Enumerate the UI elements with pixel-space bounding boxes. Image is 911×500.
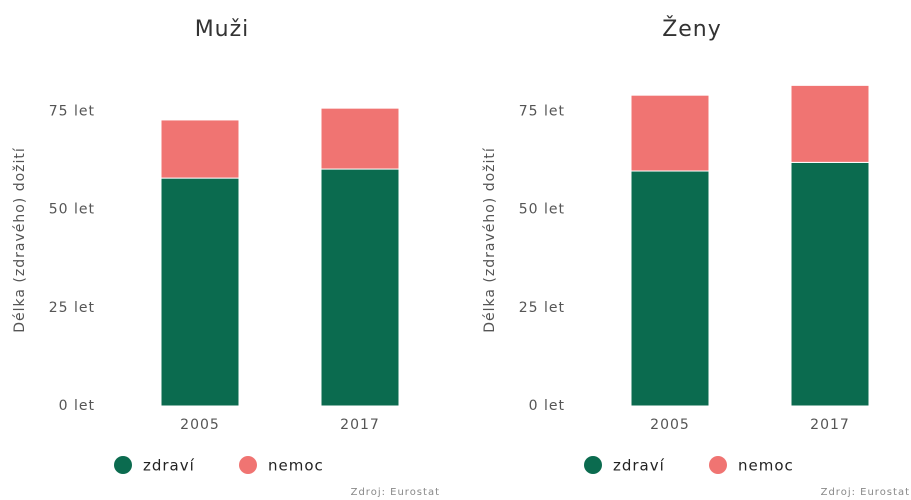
legend-marker (584, 456, 602, 474)
bar-segment (320, 168, 400, 407)
y-tick-label: 0 let (59, 398, 95, 414)
legend-label: zdraví (613, 457, 665, 475)
legend-marker (709, 456, 727, 474)
source: Zdroj: Eurostat (351, 487, 440, 498)
y-tick-label: 50 let (49, 202, 95, 218)
y-tick-label: 25 let (49, 300, 95, 316)
legend-marker (114, 456, 132, 474)
y-axis-label: Délka (zdravého) dožití (482, 147, 498, 333)
bar-segment (630, 94, 710, 172)
x-tick-label: 2005 (650, 417, 690, 433)
y-tick-label: 0 let (529, 398, 565, 414)
chart-title: Muži (195, 17, 250, 42)
y-tick-label: 25 let (519, 300, 565, 316)
bar-segment (790, 84, 870, 163)
bar-segment (160, 119, 240, 179)
legend-marker (239, 456, 257, 474)
legend-label: nemoc (268, 457, 324, 475)
bar-segment (160, 177, 240, 407)
source: Zdroj: Eurostat (821, 487, 910, 498)
x-tick-label: 2017 (340, 417, 380, 433)
x-tick-label: 2005 (180, 417, 220, 433)
legend-label: zdraví (143, 457, 195, 475)
y-axis-label: Délka (zdravého) dožití (12, 147, 28, 333)
bar-segment (790, 161, 870, 407)
legend-label: nemoc (738, 457, 794, 475)
y-tick-label: 75 let (49, 103, 95, 119)
bar-segment (320, 107, 400, 170)
bar-segment (630, 170, 710, 407)
x-tick-label: 2017 (810, 417, 850, 433)
chart-title: Ženy (662, 16, 722, 42)
y-tick-label: 50 let (519, 202, 565, 218)
y-tick-label: 75 let (519, 103, 565, 119)
